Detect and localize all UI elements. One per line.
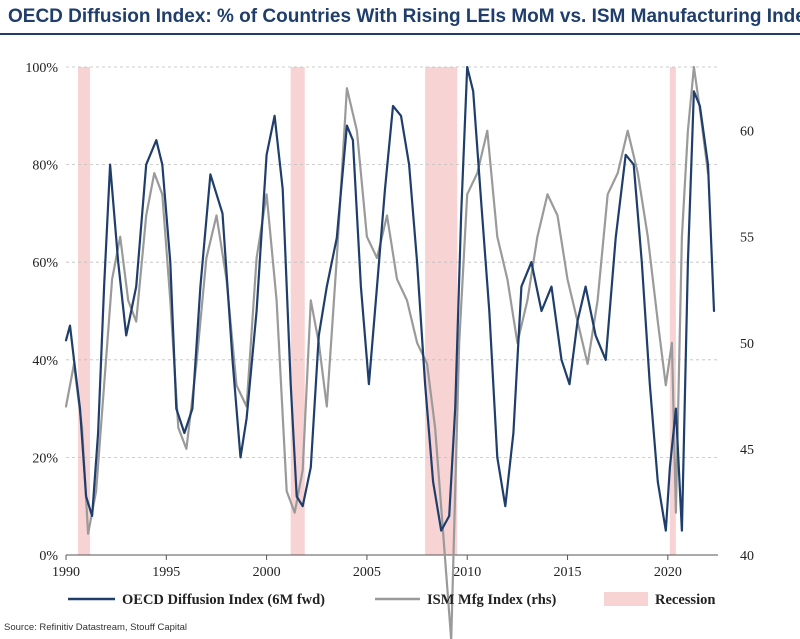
y-left-tick-label-3: 60%	[32, 256, 58, 271]
x-tick-label-4: 2010	[453, 565, 481, 580]
legend-label-ism: ISM Mfg Index (rhs)	[427, 592, 556, 608]
y-right-tick-label-3: 55	[740, 231, 754, 246]
x-tick-label-6: 2020	[654, 565, 682, 580]
recession-band-2	[425, 67, 458, 555]
series-lines	[64, 65, 716, 639]
title-divider	[0, 33, 800, 35]
legend-swatch-recession	[604, 592, 648, 606]
y-left-tick-label-5: 100%	[25, 61, 58, 76]
recession-band-3	[669, 67, 676, 555]
y-right-tick-label-0: 40	[740, 549, 754, 564]
recession-bands	[78, 67, 676, 555]
axes: 1990 1995 2000 2005 2010 2015 2020 0% 20% 40% 60% 8…	[25, 61, 754, 580]
x-tick-label-3: 2005	[353, 565, 381, 580]
recession-band-1	[290, 67, 305, 555]
ism-mfg-line	[64, 65, 710, 639]
x-tick-label-1: 1995	[152, 565, 180, 580]
legend-label-oecd: OECD Diffusion Index (6M fwd)	[122, 592, 325, 608]
x-tick-label-2: 2000	[253, 565, 281, 580]
y-left-tick-label-0: 0%	[39, 549, 58, 564]
y-right-tick-label-4: 60	[740, 125, 754, 140]
x-tick-label-0: 1990	[52, 565, 80, 580]
oecd-diffusion-line	[64, 65, 716, 532]
legend: OECD Diffusion Index (6M fwd) ISM Mfg Ind…	[68, 592, 715, 608]
y-left-tick-label-4: 80%	[32, 159, 58, 174]
y-right-tick-label-2: 50	[740, 337, 754, 352]
source-note: Source: Refinitiv Datastream, Stouff Cap…	[4, 622, 188, 633]
chart-title: OECD Diffusion Index: % of Countries Wit…	[8, 6, 800, 27]
y-right-tick-label-1: 45	[740, 443, 754, 458]
x-tick-label-5: 2015	[554, 565, 582, 580]
y-left-tick-label-1: 20%	[32, 451, 58, 466]
y-left-tick-label-2: 40%	[32, 354, 58, 369]
legend-label-recession: Recession	[655, 592, 715, 608]
